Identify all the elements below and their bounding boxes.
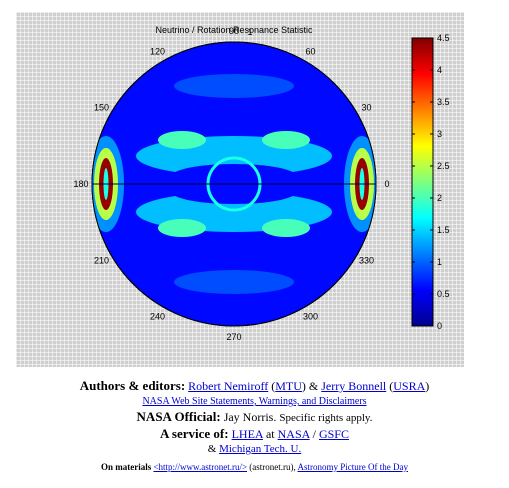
authors-line: Authors & editors: Robert Nemiroff (MTU)… (79, 378, 430, 393)
authors-amp: & (308, 379, 319, 393)
materials-line: On materials <http://www.astronet.ru/> (… (0, 460, 509, 475)
colorbar-scale (411, 37, 434, 327)
chart-title: Neutrino / Rotation Resonance Statistic (155, 25, 313, 35)
disk-outline (91, 41, 377, 327)
angle-label: 60 (305, 47, 315, 57)
authors-label: Authors & editors: (79, 378, 186, 393)
author1-link[interactable]: Robert Nemiroff (188, 379, 269, 393)
colorbar-tick-label: 2.5 (437, 161, 450, 171)
lhea-link[interactable]: LHEA (231, 427, 263, 441)
angle-label: 0 (384, 179, 389, 189)
chart-svg: Neutrino / Rotation Resonance Statistic … (73, 25, 450, 342)
colorbar-tick-label: 3 (437, 129, 442, 139)
disclaimer-line: NASA Web Site Statements, Warnings, and … (0, 394, 509, 409)
mtu-line: & Michigan Tech. U. (0, 442, 509, 457)
service-at: at (265, 427, 275, 441)
chart-figure: Neutrino / Rotation Resonance Statistic … (16, 12, 464, 367)
polar-band (174, 74, 294, 98)
angle-label: 300 (303, 312, 318, 322)
rights-text: Specific rights apply. (279, 412, 373, 424)
angle-label: 150 (94, 103, 109, 113)
credits-block: Authors & editors: Robert Nemiroff (MTU)… (0, 378, 509, 475)
polar-band (174, 270, 294, 294)
angle-label: 330 (359, 256, 374, 266)
angle-label: 120 (150, 47, 165, 57)
colorbar-tick-label: 3.5 (437, 97, 450, 107)
disk-features (92, 74, 376, 294)
astronet-link[interactable]: <http://www.astronet.ru/> (153, 462, 248, 472)
gsfc-link[interactable]: GSFC (318, 427, 349, 441)
mtu-link[interactable]: Michigan Tech. U. (219, 443, 302, 455)
colorbar-tick-label: 1 (437, 257, 442, 267)
angle-label: 180 (73, 179, 88, 189)
service-slash: / (312, 427, 316, 441)
service-line: A service of: LHEA at NASA / GSFC (0, 426, 509, 442)
band-blob (262, 219, 310, 237)
colorbar-tick-label: 0 (437, 321, 442, 331)
author2-aff-link[interactable]: USRA (393, 379, 426, 393)
resonance-disk (91, 41, 377, 327)
official-line: NASA Official: Jay Norris. Specific righ… (0, 409, 509, 426)
band-blob (262, 131, 310, 149)
band-blob (158, 131, 206, 149)
angle-label: 210 (94, 256, 109, 266)
angle-label: 1 (247, 27, 252, 37)
colorbar: 0 0.5 1 1.5 2 2.5 3 3.5 4 4.5 (411, 33, 450, 331)
materials-label: On materials (100, 462, 152, 472)
feature-band (136, 180, 332, 294)
colorbar-tick-label: 0.5 (437, 289, 450, 299)
colorbar-ticks: 0 0.5 1 1.5 2 2.5 3 3.5 4 4.5 (412, 33, 450, 331)
colorbar-tick-label: 2 (437, 193, 442, 203)
colorbar-tick-label: 1.5 (437, 225, 450, 235)
astronet-site: (astronet.ru), (249, 462, 296, 472)
angle-label: 90 (229, 26, 239, 36)
service-label: A service of: (160, 426, 229, 441)
disclaimer-link[interactable]: NASA Web Site Statements, Warnings, and … (142, 396, 367, 407)
apod-link[interactable]: Astronomy Picture Of the Day (297, 462, 409, 472)
author2-link[interactable]: Jerry Bonnell (321, 379, 387, 393)
angle-label: 240 (150, 312, 165, 322)
angle-label: 270 (226, 332, 241, 342)
colorbar-tick-label: 4.5 (437, 33, 450, 43)
mtu-amp: & (207, 443, 217, 455)
band-blob (158, 219, 206, 237)
band-gap (172, 180, 296, 204)
angle-label: 30 (361, 103, 371, 113)
colorbar-tick-label: 4 (437, 65, 442, 75)
official-name: Jay Norris. (223, 410, 277, 424)
author1-aff-link[interactable]: MTU (275, 379, 302, 393)
official-label: NASA Official: (136, 409, 221, 424)
nasa-link[interactable]: NASA (277, 427, 310, 441)
